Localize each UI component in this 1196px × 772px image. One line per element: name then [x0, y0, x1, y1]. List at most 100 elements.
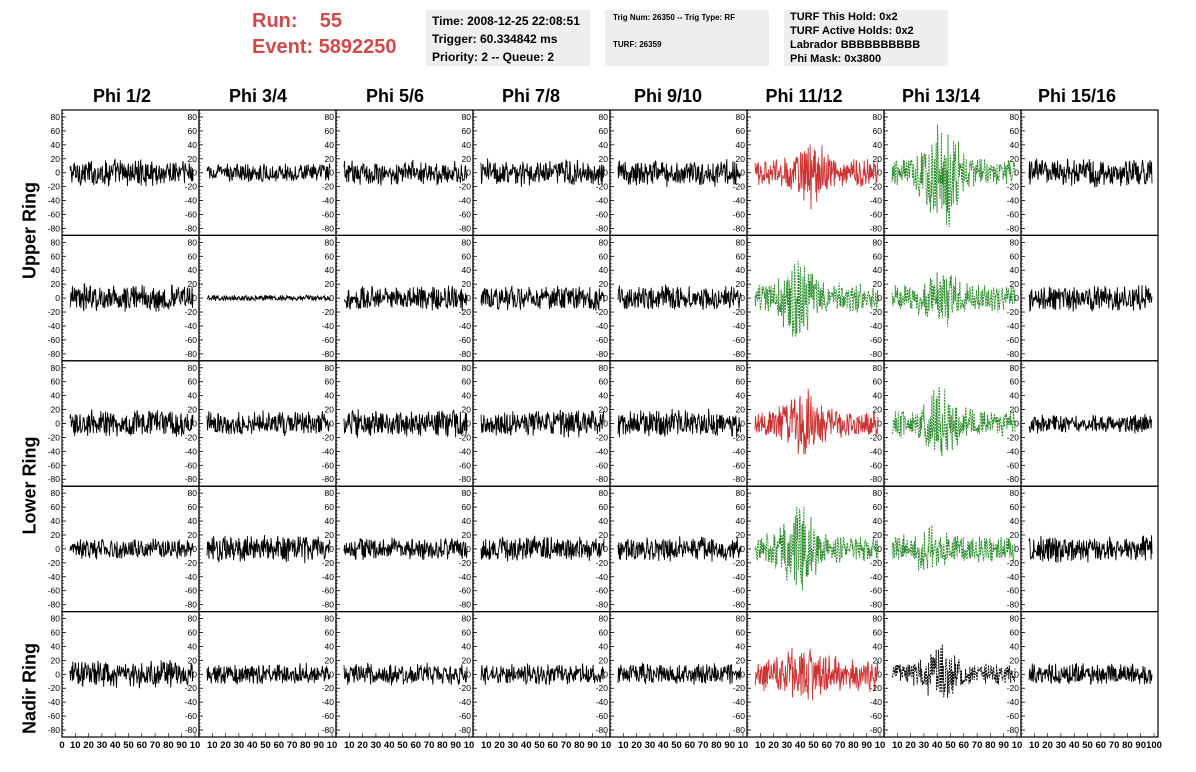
ytick-label: -20 — [322, 432, 335, 442]
ytick-label: 20 — [873, 530, 883, 540]
ytick-label: -20 — [870, 182, 883, 192]
ytick-label: -80 — [870, 600, 883, 610]
waveform-normal — [1028, 285, 1153, 313]
ytick-label: 0 — [1014, 544, 1019, 554]
ytick-label: -80 — [870, 474, 883, 484]
ytick-label: 80 — [1010, 488, 1020, 498]
ytick-label: 20 — [736, 279, 746, 289]
ytick-label: 60 — [599, 377, 609, 387]
waveform-red — [754, 388, 879, 455]
ytick-label: 0 — [466, 168, 471, 178]
ytick-label: -60 — [870, 460, 883, 470]
ytick-label: -20 — [1007, 683, 1020, 693]
ytick-label: 20 — [1010, 405, 1020, 415]
xtick-label: 100 — [1146, 740, 1162, 751]
ytick-label: -40 — [48, 572, 61, 582]
ytick-label: 80 — [51, 112, 61, 122]
ytick-label: 20 — [325, 655, 335, 665]
panel-r0-c1: 80 60 40 20 0 -20 -40 -60 -80 — [185, 109, 337, 237]
panel-r4-c6: 80 60 40 20 0 -20 -40 -60 -80 — [870, 610, 1022, 738]
xtick-label: 10 — [464, 740, 475, 751]
panel-r1-c6: 80 60 40 20 0 -20 -40 -60 -80 — [870, 234, 1022, 362]
ytick-label: 20 — [736, 154, 746, 164]
ytick-label: 80 — [873, 237, 883, 247]
ytick-label: 20 — [462, 405, 472, 415]
ytick-label: -80 — [596, 349, 609, 359]
ytick-label: -20 — [48, 683, 61, 693]
ytick-label: 60 — [462, 502, 472, 512]
waveform-green — [891, 525, 1016, 571]
ytick-label: -80 — [1007, 223, 1020, 233]
xtick-label: 60 — [411, 740, 422, 751]
panel-r2-c6: 80 60 40 20 0 -20 -40 -60 -80 — [870, 360, 1022, 487]
xtick-label: 10 — [601, 740, 612, 751]
ytick-label: -80 — [1007, 725, 1020, 735]
xtick-label: 30 — [919, 740, 930, 751]
ytick-label: -20 — [733, 182, 746, 192]
ytick-label: 0 — [55, 669, 60, 679]
ytick-label: -60 — [459, 711, 472, 721]
xtick-label: 40 — [521, 740, 532, 751]
xtick-label: 50 — [123, 740, 134, 751]
xtick-label: 80 — [574, 740, 585, 751]
ytick-label: -80 — [48, 600, 61, 610]
ytick-label: 80 — [736, 112, 746, 122]
ytick-label: 20 — [873, 405, 883, 415]
ytick-label: 60 — [188, 628, 198, 638]
ytick-label: 0 — [877, 168, 882, 178]
ytick-label: 60 — [736, 502, 746, 512]
ytick-label: -60 — [459, 460, 472, 470]
waveform-normal — [480, 285, 605, 311]
xtick-label: 20 — [494, 740, 505, 751]
xtick-label: 80 — [985, 740, 996, 751]
ytick-label: 60 — [188, 377, 198, 387]
ytick-label: 40 — [736, 641, 746, 651]
xtick-label: 20 — [220, 740, 231, 751]
ytick-label: -60 — [185, 335, 198, 345]
ytick-label: -60 — [596, 460, 609, 470]
ytick-label: 0 — [329, 293, 334, 303]
ytick-label: 20 — [325, 405, 335, 415]
ytick-label: -40 — [1007, 196, 1020, 206]
time-text: Time: 2008-12-25 22:08:51 — [432, 14, 580, 28]
ytick-label: -80 — [870, 223, 883, 233]
ytick-label: -20 — [459, 683, 472, 693]
waveform-normal — [343, 662, 468, 686]
ytick-label: -80 — [596, 600, 609, 610]
ytick-label: 80 — [599, 112, 609, 122]
ytick-label: 60 — [325, 377, 335, 387]
ytick-label: 0 — [877, 544, 882, 554]
ytick-label: 20 — [188, 279, 198, 289]
ytick-label: -20 — [1007, 558, 1020, 568]
ytick-label: 60 — [1010, 502, 1020, 512]
ytick-label: -20 — [596, 307, 609, 317]
ytick-label: -40 — [322, 572, 335, 582]
ytick-label: 0 — [603, 168, 608, 178]
panel-r3-c6: 80 60 40 20 0 -20 -40 -60 -80 — [870, 485, 1022, 613]
xtick-label: 40 — [658, 740, 669, 751]
ytick-label: -20 — [1007, 307, 1020, 317]
ytick-label: 80 — [188, 237, 198, 247]
xtick-label: 10 — [892, 740, 903, 751]
ytick-label: -20 — [733, 307, 746, 317]
xtick-label: 60 — [959, 740, 970, 751]
ytick-label: 60 — [188, 251, 198, 261]
ytick-label: -20 — [733, 432, 746, 442]
ytick-label: -60 — [596, 711, 609, 721]
xtick-label: 70 — [972, 740, 983, 751]
ytick-label: 20 — [873, 279, 883, 289]
waveform-normal — [1028, 414, 1153, 434]
ytick-label: 80 — [188, 614, 198, 624]
waveform-normal — [69, 660, 194, 689]
xtick-label: 10 — [738, 740, 749, 751]
ytick-label: 40 — [188, 641, 198, 651]
ytick-label: 80 — [462, 488, 472, 498]
ytick-label: 40 — [873, 265, 883, 275]
waveform-red — [754, 144, 879, 210]
ytick-label: -60 — [733, 460, 746, 470]
panel-r2-c7: 80 60 40 20 0 -20 -40 -60 -80 — [1007, 360, 1159, 487]
xtick-label: 90 — [176, 740, 187, 751]
ytick-label: 40 — [736, 391, 746, 401]
waveform-normal — [69, 409, 194, 438]
waveform-normal — [617, 283, 742, 310]
